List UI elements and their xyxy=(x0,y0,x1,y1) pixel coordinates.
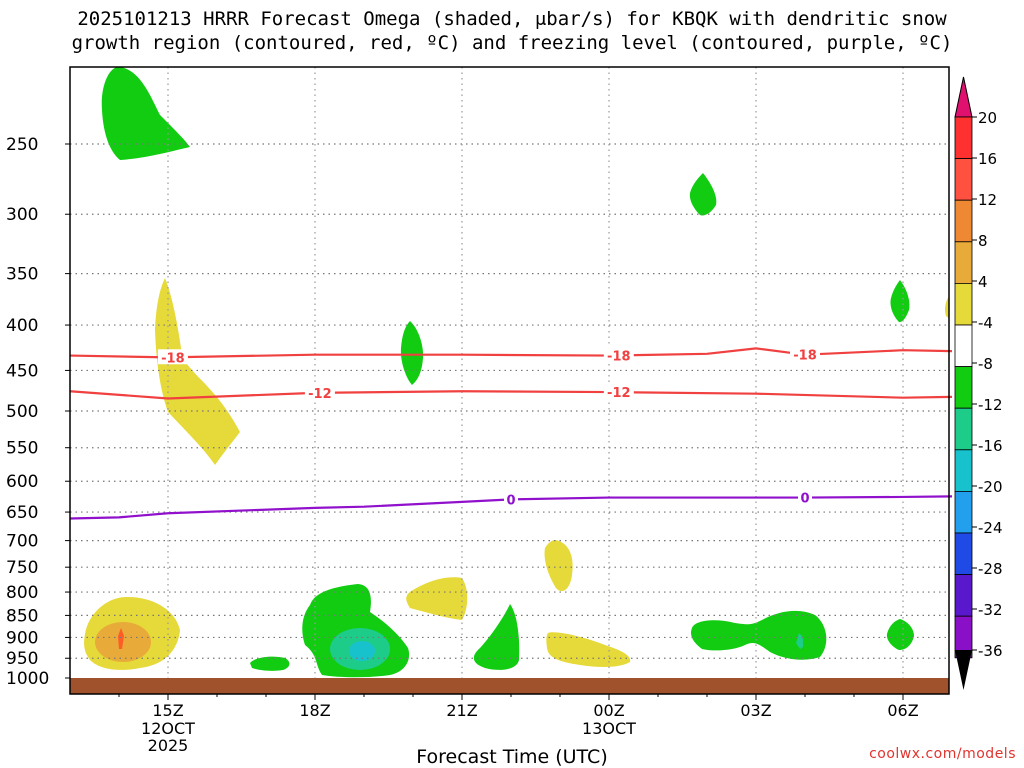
x-axis-title: Forecast Time (UTC) xyxy=(416,746,608,768)
colorbar-cell-2 xyxy=(954,199,973,243)
colorbar-label-12: 12 xyxy=(978,191,997,209)
omega-region-upward-300 xyxy=(689,173,717,216)
y-tick-label-800: 800 xyxy=(6,583,38,603)
colorbar-label--32: -32 xyxy=(978,601,1003,619)
chart-title-line-2: growth region (contoured, red, ºC) and f… xyxy=(71,32,953,54)
omega-region-downward-800 xyxy=(406,577,468,620)
colorbar-bottom-arrow xyxy=(955,650,972,690)
y-tick-label-750: 750 xyxy=(6,558,38,578)
contour-label-0-1: -18 xyxy=(607,349,631,364)
y-tick-label-400: 400 xyxy=(6,316,38,336)
omega-core-teal-late xyxy=(796,633,803,649)
x-tick-label-15Z: 15Z xyxy=(152,701,183,720)
colorbar-cell-3 xyxy=(954,241,973,284)
chart-title-line-1: 2025101213 HRRR Forecast Omega (shaded, … xyxy=(77,8,947,30)
contour-label-bg xyxy=(603,384,634,400)
colorbar-cell-7 xyxy=(954,407,973,451)
contour-label-0-2: -18 xyxy=(793,349,817,364)
colorbar-label--36: -36 xyxy=(978,642,1003,660)
contour-label-2-0: 0 xyxy=(506,493,515,508)
omega-region-downward-edge xyxy=(945,296,949,318)
omega-region-downward-450 xyxy=(155,278,240,465)
y-tick-label-650: 650 xyxy=(6,503,38,523)
y-tick-label-1000: 1000 xyxy=(6,669,49,689)
x-tick-label-03Z: 03Z xyxy=(740,701,771,720)
y-tick-label-600: 600 xyxy=(6,472,38,492)
contour-label-bg xyxy=(603,347,634,363)
y-tick-label-700: 700 xyxy=(6,532,38,552)
contour-label-1-1: -12 xyxy=(607,386,631,401)
omega-core-cyan xyxy=(349,641,375,661)
colorbar-top-arrow xyxy=(954,76,973,118)
colorbar-label-20: 20 xyxy=(978,109,997,127)
colorbar-cell-6 xyxy=(954,366,973,409)
plot-frame xyxy=(69,66,950,695)
colorbar-label--28: -28 xyxy=(978,560,1003,578)
y-tick-label-350: 350 xyxy=(6,265,38,285)
y-tick-label-900: 900 xyxy=(6,628,38,648)
colorbar-cell-0 xyxy=(954,116,973,159)
contour-label-bg xyxy=(157,349,188,365)
omega-region-downward-750 xyxy=(544,540,573,592)
contour-line-2 xyxy=(69,495,953,520)
colorbar-label-16: 16 xyxy=(978,150,997,168)
colorbar-cell-8 xyxy=(954,449,973,492)
y-tick-label-300: 300 xyxy=(6,205,38,225)
contour-label-2-1: 0 xyxy=(800,492,809,507)
omega-region-upward-380 xyxy=(890,280,910,323)
credit-text: coolwx.com/models xyxy=(869,746,1016,762)
colorbar-label-8: 8 xyxy=(978,232,988,250)
y-tick-label-550: 550 xyxy=(6,439,38,459)
colorbar-cell-10 xyxy=(954,532,973,575)
omega-region-upward-aloft xyxy=(101,66,190,160)
omega-region-upward-17z xyxy=(250,656,290,671)
y-tick-label-950: 950 xyxy=(6,649,38,669)
omega-region-upward-420 xyxy=(400,321,424,385)
contour-line-1 xyxy=(69,390,953,400)
omega-region-upward-06z xyxy=(886,619,914,650)
colorbar-label--16: -16 xyxy=(978,437,1003,455)
colorbar-label--8: -8 xyxy=(978,355,993,373)
plot-area xyxy=(70,67,949,694)
contour-label-bg xyxy=(790,346,820,362)
colorbar-label-4: 4 xyxy=(978,273,988,291)
colorbar-label--20: -20 xyxy=(978,478,1003,496)
colorbar: 20 16 12 8 4 -4 -8 -12 -16 -20 -24 -28 -32 -36 xyxy=(954,76,1003,690)
omega-shading xyxy=(84,66,949,678)
omega-region-upward-900-late xyxy=(691,610,827,660)
x-tick-label-00Z: 00Z xyxy=(593,701,624,720)
terrain-band xyxy=(70,678,949,694)
colorbar-cell-9 xyxy=(954,490,973,534)
colorbar-label--12: -12 xyxy=(978,396,1003,414)
omega-region-upward-930 xyxy=(473,604,520,670)
contour-label-bg xyxy=(304,384,335,400)
x-tick-date-00Z: 13OCT xyxy=(582,719,636,738)
contour-line-0 xyxy=(69,347,953,359)
colorbar-cell-5 xyxy=(954,324,973,367)
contour-lines: -18 -18 -18 -12 -12 0 0 xyxy=(69,346,953,520)
colorbar-label--4: -4 xyxy=(978,314,993,332)
contour-label-0-0: -18 xyxy=(161,351,185,366)
y-tick-label-450: 450 xyxy=(6,361,38,381)
grid-lines xyxy=(70,67,949,678)
colorbar-cell-4 xyxy=(954,282,973,326)
y-tick-label-850: 850 xyxy=(6,606,38,626)
x-tick-year-15Z: 2025 xyxy=(148,736,189,755)
colorbar-cell-1 xyxy=(954,158,973,201)
omega-core-red xyxy=(118,628,124,649)
contour-label-bg xyxy=(798,489,812,505)
contour-label-bg xyxy=(504,491,518,507)
colorbar-cell-11 xyxy=(954,574,973,617)
x-tick-label-21Z: 21Z xyxy=(446,701,477,720)
x-tick-label-18Z: 18Z xyxy=(299,701,330,720)
y-tick-label-250: 250 xyxy=(6,135,38,155)
colorbar-label--24: -24 xyxy=(978,519,1003,537)
x-tick-label-06Z: 06Z xyxy=(887,701,918,720)
x-tick-date-15Z: 12OCT xyxy=(141,719,195,738)
y-tick-label-500: 500 xyxy=(6,402,38,422)
contour-label-1-0: -12 xyxy=(308,387,332,402)
